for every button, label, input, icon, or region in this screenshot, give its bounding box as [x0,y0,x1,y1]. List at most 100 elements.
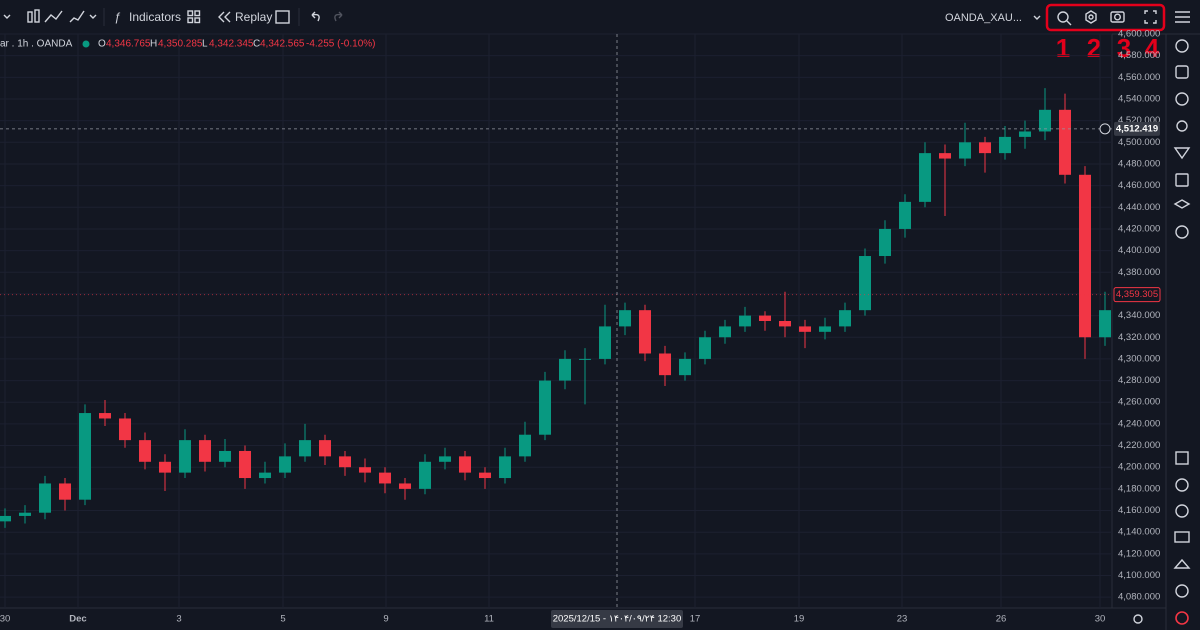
candle-body [99,413,111,419]
y-tick-label: 4,480.000 [1118,158,1160,169]
interval-dropdown[interactable] [3,14,11,19]
candle-body [679,358,691,376]
y-tick-label: 4,160.000 [1118,505,1160,516]
y-tick-label: 4,180.000 [1118,483,1160,494]
axis-settings-button[interactable] [1133,614,1143,624]
y-tick-label: 4,340.000 [1118,310,1160,321]
x-tick-label: 3 [176,614,181,625]
menu-button[interactable] [1175,11,1190,23]
legend-key: C [253,39,260,50]
undo-button[interactable] [311,11,320,22]
y-tick-label: 4,600.000 [1118,29,1160,40]
account-tool[interactable] [1174,531,1190,543]
filter-tool[interactable] [1173,147,1191,160]
plot [0,34,1112,608]
y-tick-label: 4,580.000 [1118,50,1160,61]
last-price-label: 4,359.305 [1116,289,1158,300]
zoom-tool[interactable] [1175,92,1189,106]
layout-button[interactable] [275,10,290,24]
apps-tool[interactable] [1175,451,1189,465]
legend-key: O [98,39,106,50]
symbol-dropdown[interactable] [1033,15,1041,20]
dollar-tool[interactable] [1175,65,1189,79]
candle-body [779,321,791,327]
replay-button[interactable]: Replay [235,10,272,24]
drawing-tool-button[interactable] [69,10,85,23]
x-tick-label: 17 [690,614,701,625]
indicators-button[interactable]: Indicators [129,10,181,24]
y-tick-label: 4,500.000 [1118,137,1160,148]
support-tool[interactable] [1175,478,1189,492]
candle-body [619,310,631,327]
last-price-box [1113,287,1161,303]
candle-body [19,512,31,516]
x-tick-label: 26 [996,614,1007,625]
legend-key: H [150,39,157,50]
candle-body [1039,109,1051,132]
settings-button[interactable] [1085,10,1097,24]
quick-search-button[interactable] [1057,11,1072,26]
candle-body [139,440,151,462]
candle-body [759,315,771,321]
x-tick-label: 30 [0,614,10,625]
y-tick-label: 4,420.000 [1118,223,1160,234]
candle-body [719,326,731,338]
share-tool[interactable] [1175,504,1189,518]
candle-body [879,228,891,257]
trade-tool[interactable] [1173,558,1191,569]
legend-key: L [202,39,208,50]
candle-body [439,456,451,462]
candle-body [559,358,571,381]
download-tool[interactable] [1176,120,1188,132]
candle-body [319,440,331,457]
tool-dropdown[interactable] [89,14,97,19]
add-alert-button[interactable] [1099,123,1111,135]
line-tool-button[interactable] [44,10,63,23]
redo-button[interactable] [334,11,343,22]
y-tick-label: 4,240.000 [1118,418,1160,429]
candle-body [339,456,351,468]
legend-value: 4,350.285 [158,39,203,50]
annotation-number: 3 [1117,33,1131,63]
y-tick-label: 4,300.000 [1118,353,1160,364]
candle-body [1099,310,1111,338]
y-tick-label: 4,540.000 [1118,93,1160,104]
candle-body [739,315,751,327]
y-tick-label: 4,460.000 [1118,180,1160,191]
candle-body [1059,109,1071,175]
candle-body [219,450,231,462]
candle-body [859,256,871,311]
chart-type-button[interactable] [27,9,40,23]
x-tick-label: 9 [383,614,388,625]
power-button[interactable] [1175,611,1189,625]
candle-body [939,153,951,159]
candle-body [519,434,531,457]
symbol-button[interactable]: OANDA_XAU... [945,12,1022,24]
candle-body [479,472,491,479]
x-tick-label: 5 [280,614,285,625]
annotation-number: 4 [1145,33,1160,63]
candle-body [39,483,51,513]
fullscreen-button[interactable] [1144,10,1157,24]
candle-body [979,142,991,154]
notice-tool[interactable] [1175,584,1189,598]
candle-body [1079,174,1091,338]
search-tool[interactable] [1175,39,1189,53]
templates-button[interactable] [187,10,201,24]
candle-body [0,515,11,522]
snapshot-button[interactable] [1110,11,1125,23]
candle-body [459,456,471,473]
highlight-box [1045,3,1166,32]
candle-body [59,483,71,500]
globe-tool[interactable] [1175,225,1189,239]
candle-body [799,326,811,332]
legend-value: 4,346.765 [106,39,151,50]
layers-tool[interactable] [1173,199,1191,209]
y-tick-label: 4,280.000 [1118,375,1160,386]
x-tick-label: Dec [69,614,86,625]
calendar-tool[interactable] [1175,173,1189,187]
x-tick-label: 23 [897,614,908,625]
y-tick-label: 4,120.000 [1118,548,1160,559]
